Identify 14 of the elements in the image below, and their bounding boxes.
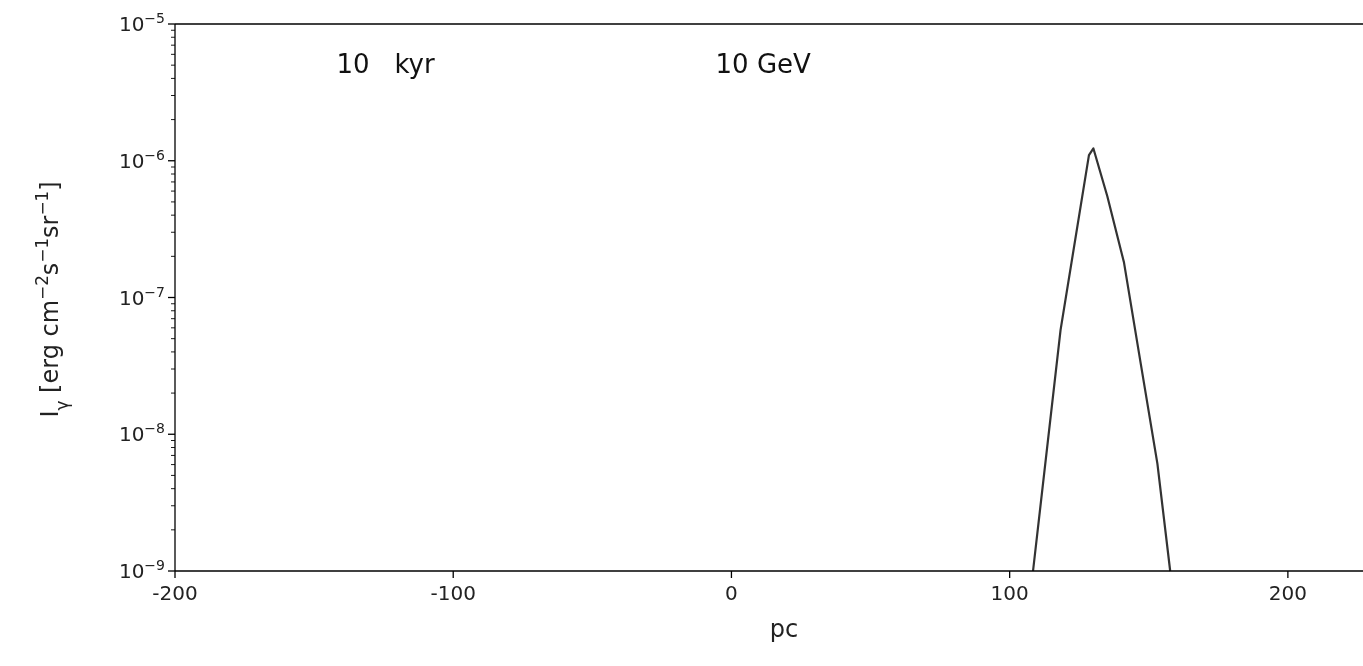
line-series [1031, 147, 1172, 573]
x-axis-title: pc [769, 615, 799, 643]
y-tick-label: 10$^{−6}$ [118, 146, 166, 173]
x-tick-label: 100 [990, 581, 1029, 605]
y-tick-label: 10$^{−9}$ [118, 557, 165, 583]
x-tick-label: 200 [1268, 581, 1307, 605]
y-tick-label: 10$^{−7}$ [118, 283, 165, 310]
x-tick-label: -100 [430, 581, 476, 605]
x-tick-label: -200 [152, 581, 198, 605]
y-tick-label: 10$^{−8}$ [118, 420, 165, 447]
x-tick-label: 0 [725, 581, 738, 605]
y-tick-label: 10$^{−5}$ [118, 10, 165, 36]
annotation: 10 GeV [715, 49, 812, 80]
annotation: 10 kyr [336, 49, 435, 80]
